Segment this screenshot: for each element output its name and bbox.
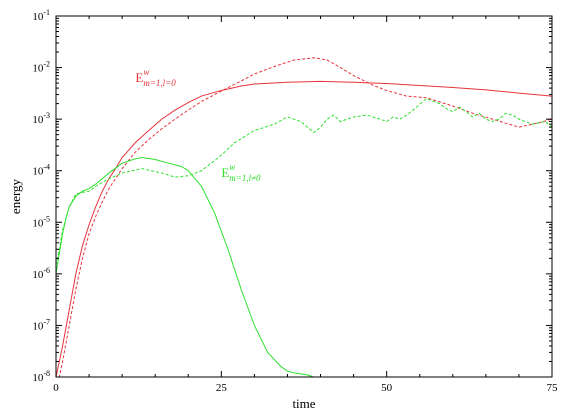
svg-text:Ewm=1,l≠0: Ew m=1,l≠0 bbox=[221, 162, 261, 183]
plot-frame bbox=[55, 15, 553, 378]
x-tick-label: 50 bbox=[381, 382, 393, 394]
series-annotation-green: Ew m=1,l≠0 bbox=[221, 162, 261, 183]
x-axis-label: time bbox=[292, 396, 315, 411]
y-tick-label: 10-2 bbox=[32, 60, 50, 75]
y-tick-label: 10-7 bbox=[32, 317, 50, 332]
series-line-1 bbox=[56, 80, 552, 377]
svg-text:Ewm=1,l=0: Ew m=1,l=0 bbox=[135, 67, 176, 88]
annotation-layer: Ew m=1,l=0 Ew m=1,l≠0 bbox=[135, 67, 261, 183]
x-tick-label: 75 bbox=[547, 382, 559, 394]
y-tick-label: 10-1 bbox=[32, 8, 50, 23]
y-tick-label: 10-3 bbox=[32, 111, 50, 126]
series-layer bbox=[56, 57, 552, 377]
x-tick-label: 0 bbox=[53, 382, 59, 394]
y-axis-label: energy bbox=[8, 178, 23, 214]
y-tick-label: 10-6 bbox=[32, 266, 50, 281]
y-tick-label: 10-8 bbox=[32, 369, 50, 384]
y-tick-label: 10-4 bbox=[32, 163, 50, 178]
series-annotation-red: Ew m=1,l=0 bbox=[135, 67, 176, 88]
y-tick-label: 10-5 bbox=[32, 214, 50, 229]
series-line-2 bbox=[58, 57, 552, 377]
series-line-3 bbox=[56, 157, 316, 377]
series-line-4 bbox=[56, 98, 552, 265]
x-tick-label: 25 bbox=[216, 382, 228, 394]
tick-layer: 0 25 50 75 10-8 10-7 10-6 10-5 10-4 10-3 10-2 10-1 bbox=[32, 8, 558, 394]
